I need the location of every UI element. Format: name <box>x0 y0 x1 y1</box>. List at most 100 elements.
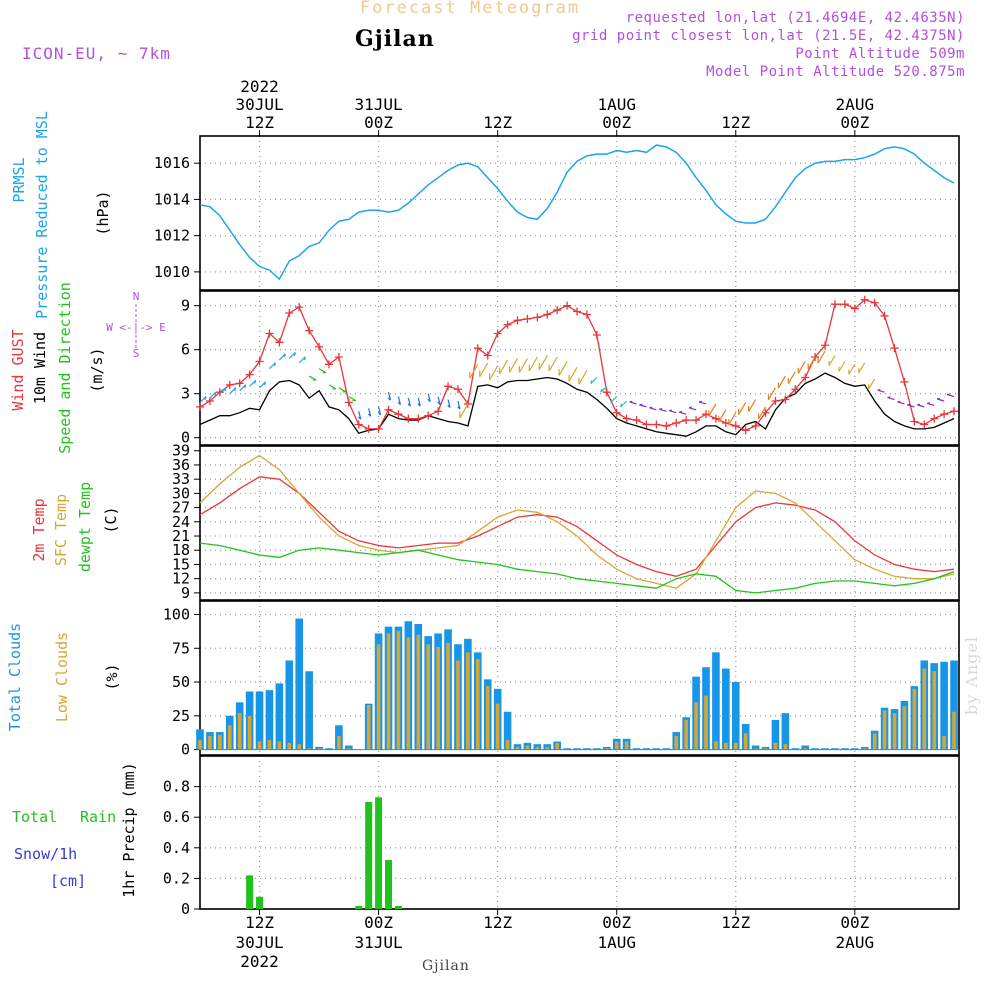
panel-frame <box>199 290 960 446</box>
wind-arrow <box>348 396 357 402</box>
wind-arrow <box>447 399 451 408</box>
total-cloud-bar <box>295 618 304 750</box>
chart-title: Forecast Meteogram <box>359 0 581 18</box>
y-tick-label: 24 <box>172 513 190 531</box>
gust-marker <box>265 329 274 338</box>
y-tick-label: 1016 <box>154 154 190 172</box>
y-tick-label: 1012 <box>154 227 190 245</box>
low-cloud-bar <box>267 740 272 750</box>
low-cloud-bar <box>218 734 222 750</box>
gust-marker <box>324 360 333 369</box>
compass-n: N <box>133 290 140 303</box>
total-cloud-bar <box>940 661 948 750</box>
label-wind-gust: Wind GUST <box>9 329 27 410</box>
y-tick-label: 100 <box>163 606 190 624</box>
wind-arrow <box>459 403 469 419</box>
gust-marker <box>444 382 453 391</box>
gust-marker <box>860 295 869 304</box>
wind-arrow <box>590 377 598 384</box>
y-tick-label: 3 <box>181 385 190 403</box>
wind-arrow <box>767 387 776 401</box>
panel-3: 0 25 50 75 100 <box>163 600 960 759</box>
wind-arrow <box>777 375 786 389</box>
wind-arrow <box>838 361 846 372</box>
gust-marker <box>543 310 552 319</box>
wind-arrow <box>378 406 382 416</box>
low-cloud-bar <box>466 652 470 750</box>
panel-frame <box>199 445 960 601</box>
y-tick-label: 25 <box>172 707 190 725</box>
gust-marker <box>533 313 542 322</box>
y-tick-label: 39 <box>172 442 190 460</box>
wind-arrow-head <box>600 388 603 393</box>
low-cloud-bar <box>406 637 411 750</box>
low-cloud-bar <box>733 742 738 750</box>
bottom-hour-label: 12Z <box>721 913 750 932</box>
wind-arrow-head <box>264 381 267 386</box>
low-cloud-bar <box>525 745 530 750</box>
temp-line-dewpt-temp <box>199 542 955 594</box>
low-cloud-bar <box>743 733 748 750</box>
requested-coords: requested lon,lat (21.4694E, 42.4635N) <box>625 10 965 26</box>
wind-arrow <box>308 375 317 381</box>
wind-arrow-head <box>590 380 593 384</box>
gust-marker <box>950 407 959 416</box>
wind-arrow-head <box>214 391 217 396</box>
y-tick-label: 18 <box>172 541 190 559</box>
total-cloud-bar <box>801 745 810 750</box>
low-cloud-bar <box>872 733 877 750</box>
wind-arrow <box>887 396 895 401</box>
top-hour-label: 00Z <box>364 113 393 132</box>
gust-marker <box>582 310 591 319</box>
wind-arrow <box>758 406 767 420</box>
wind-arrow <box>269 362 276 370</box>
wind-arrow <box>328 384 337 390</box>
wind-arrow <box>669 410 677 414</box>
wind-arrow <box>259 381 266 389</box>
wind-arrow-head <box>273 362 277 367</box>
low-cloud-bar <box>763 748 768 750</box>
low-cloud-bar <box>495 703 500 750</box>
total-cloud-bar <box>325 748 333 750</box>
wind-arrow <box>469 364 479 379</box>
wind-arrow-head <box>397 401 401 406</box>
low-cloud-bar <box>952 711 956 750</box>
wind-arrow <box>738 402 747 415</box>
gust-marker <box>692 416 701 425</box>
gust-marker <box>821 341 830 350</box>
gust-marker <box>870 298 879 307</box>
rain-bar <box>256 896 264 909</box>
gust-marker <box>761 408 770 417</box>
wind-arrow-head <box>254 380 257 384</box>
wind-arrow-head <box>457 406 461 410</box>
wind-arrow-head <box>679 410 683 413</box>
y-tick-label: 0 <box>181 429 190 447</box>
wind-arrow <box>817 350 826 364</box>
total-cloud-bar <box>563 748 571 750</box>
wind-arrow-head <box>417 403 421 407</box>
bottom-date-label: 1AUG <box>597 933 636 952</box>
gust-marker <box>245 370 254 379</box>
low-cloud-bar <box>892 713 897 750</box>
y-tick-label: 1014 <box>154 190 190 208</box>
wind-arrow-head <box>927 402 931 404</box>
wind-arrow <box>897 401 905 405</box>
gust-marker <box>414 414 423 423</box>
gust-marker <box>751 421 760 430</box>
low-cloud-bar <box>347 748 351 750</box>
label-prmsl: PRMSL <box>10 157 28 202</box>
wind-arrow <box>877 389 885 393</box>
gust-marker <box>632 416 641 425</box>
wind-arrow <box>946 394 955 398</box>
gust-marker <box>652 420 661 429</box>
panel-frame <box>199 755 960 910</box>
low-cloud-bar <box>535 746 540 750</box>
gust-marker <box>463 399 472 408</box>
low-cloud-bar <box>773 742 778 750</box>
low-cloud-bar <box>932 671 936 750</box>
wind-arrow-head <box>387 397 391 401</box>
legend-snow-unit: [cm] <box>50 872 87 890</box>
total-cloud-bar <box>305 671 313 750</box>
low-cloud-bar <box>396 630 401 750</box>
